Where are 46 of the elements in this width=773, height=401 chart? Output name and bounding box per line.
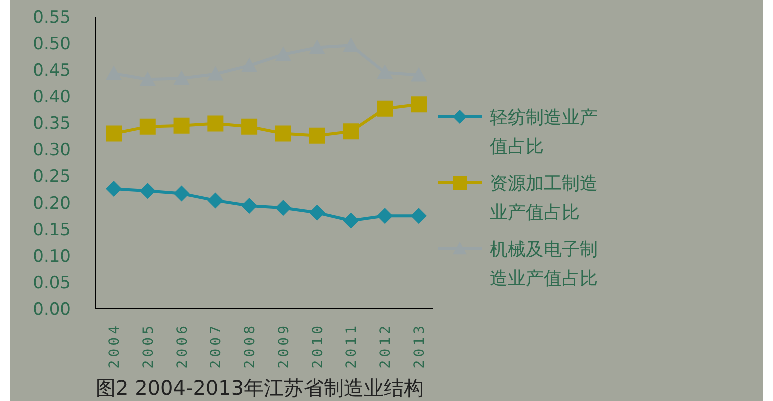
y-tick-label: 0.20 <box>33 194 71 214</box>
y-tick-label: 0.00 <box>33 300 71 320</box>
point <box>377 208 394 224</box>
point <box>309 128 326 144</box>
x-tick-label: 2011 <box>344 323 360 369</box>
point <box>242 198 258 214</box>
x-tick-label: 2005 <box>140 323 157 369</box>
point <box>106 181 122 198</box>
y-tick-label: 0.55 <box>33 8 71 28</box>
point <box>377 100 394 117</box>
y-tick-label: 0.30 <box>33 140 71 161</box>
point <box>242 118 258 135</box>
y-tick-label: 0.25 <box>33 167 71 188</box>
point <box>174 186 190 202</box>
x-tick-label: 2007 <box>208 323 225 369</box>
x-tick-label: 2004 <box>107 323 123 369</box>
legend-label: 机械及电子制造业产值占比 <box>490 239 598 290</box>
point <box>208 192 224 209</box>
point <box>343 124 360 140</box>
point <box>140 118 156 135</box>
x-tick-label: 2012 <box>378 323 394 369</box>
point <box>411 96 427 113</box>
x-tick-label: 2009 <box>276 323 292 369</box>
point <box>174 118 190 134</box>
x-tick-label: 2013 <box>412 323 428 369</box>
point <box>208 116 224 132</box>
y-tick-label: 0.35 <box>33 114 71 134</box>
point <box>140 183 156 200</box>
y-tick-label: 0.40 <box>33 88 71 108</box>
y-tick-label: 0.15 <box>33 220 71 240</box>
legend-label: 轻纺制造业产值占比 <box>490 107 598 158</box>
y-tick-label: 0.45 <box>33 61 71 82</box>
y-tick-label: 0.05 <box>33 273 71 294</box>
point <box>411 208 427 224</box>
point <box>275 200 292 216</box>
y-tick-label: 0.50 <box>33 34 71 54</box>
x-tick-label: 2010 <box>310 323 326 369</box>
text: 图2 2004-2013年江苏省制造业结构 <box>96 376 424 400</box>
point <box>343 212 360 229</box>
x-tick-label: 2006 <box>174 323 191 369</box>
point <box>106 126 122 142</box>
y-tick-label: 0.10 <box>33 246 71 267</box>
point <box>309 204 326 221</box>
x-tick-label: 2008 <box>242 323 259 369</box>
legend-label: 资源加工制造业产值占比 <box>490 173 598 224</box>
point <box>275 126 292 142</box>
